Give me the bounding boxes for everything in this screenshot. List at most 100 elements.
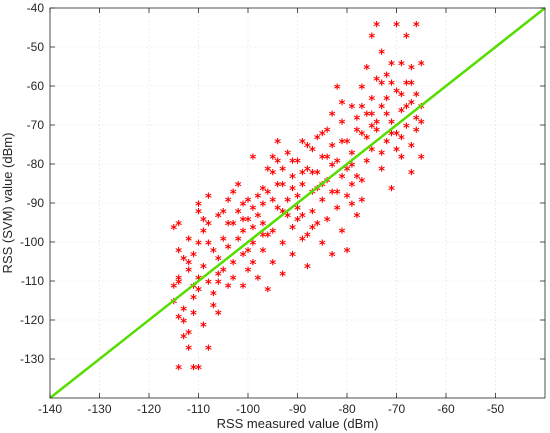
data-point: *	[170, 281, 177, 296]
data-point: *	[383, 94, 390, 109]
data-point: *	[358, 102, 365, 117]
data-point: *	[245, 246, 252, 261]
data-layer: ****************************************…	[49, 7, 546, 399]
data-point: *	[368, 94, 375, 109]
data-point: *	[210, 246, 217, 261]
data-point: *	[388, 59, 395, 74]
data-point: *	[175, 246, 182, 261]
data-point: *	[418, 153, 425, 168]
data-point: *	[279, 180, 286, 195]
data-point: *	[344, 164, 351, 179]
data-point: *	[190, 309, 197, 324]
data-point: *	[264, 164, 271, 179]
data-point: *	[240, 215, 247, 230]
data-point: *	[299, 137, 306, 152]
data-point: *	[294, 157, 301, 172]
data-point: *	[383, 71, 390, 86]
data-point: *	[170, 223, 177, 238]
data-point: *	[319, 180, 326, 195]
data-point: *	[408, 79, 415, 94]
data-point: *	[309, 188, 316, 203]
data-point: *	[289, 184, 296, 199]
data-point: *	[344, 137, 351, 152]
data-point: *	[264, 188, 271, 203]
data-point: *	[373, 20, 380, 35]
data-point: *	[240, 250, 247, 265]
data-point: *	[388, 129, 395, 144]
data-point: *	[195, 207, 202, 222]
data-point: *	[329, 110, 336, 125]
data-point: *	[418, 102, 425, 117]
data-point: *	[200, 320, 207, 335]
data-point: *	[205, 344, 212, 359]
data-point: *	[284, 196, 291, 211]
data-point: *	[314, 219, 321, 234]
y-axis-label: RSS (SVM) value (dBm)	[0, 133, 15, 274]
data-point: *	[225, 281, 232, 296]
data-point: *	[393, 20, 400, 35]
data-point: *	[344, 246, 351, 261]
data-point: *	[269, 227, 276, 242]
data-point: *	[368, 121, 375, 136]
y-tick-label: -120	[20, 313, 44, 327]
data-point: *	[274, 157, 281, 172]
data-point: *	[279, 164, 286, 179]
x-tick-label: -90	[289, 402, 307, 416]
y-tick-label: -90	[27, 196, 45, 210]
data-point: *	[284, 149, 291, 164]
x-tick-label: -60	[437, 402, 455, 416]
data-point: *	[200, 262, 207, 277]
data-point: *	[195, 363, 202, 378]
data-point: *	[245, 215, 252, 230]
data-point: *	[210, 289, 217, 304]
data-point: *	[309, 168, 316, 183]
data-point: *	[334, 157, 341, 172]
data-point: *	[250, 258, 257, 273]
data-point: *	[378, 79, 385, 94]
data-point: *	[175, 274, 182, 289]
data-point: *	[329, 141, 336, 156]
data-point: *	[334, 203, 341, 218]
x-tick-label: -140	[38, 402, 62, 416]
data-point: *	[210, 301, 217, 316]
x-tick-label: -120	[137, 402, 161, 416]
data-point: *	[185, 258, 192, 273]
data-point: *	[408, 63, 415, 78]
data-point: *	[269, 258, 276, 273]
x-axis-label: RSS measured value (dBm)	[217, 416, 379, 431]
data-point: *	[324, 215, 331, 230]
data-point: *	[309, 207, 316, 222]
data-point: *	[413, 114, 420, 129]
x-tick-label: -100	[236, 402, 260, 416]
data-point: *	[358, 129, 365, 144]
data-point: *	[304, 262, 311, 277]
data-point: *	[195, 238, 202, 253]
data-point: *	[294, 192, 301, 207]
data-point: *	[180, 316, 187, 331]
data-point: *	[304, 231, 311, 246]
data-point: *	[299, 211, 306, 226]
data-point: *	[264, 231, 271, 246]
data-point: *	[250, 238, 257, 253]
x-tick-label: -50	[487, 402, 505, 416]
data-point: *	[269, 153, 276, 168]
data-point: *	[180, 332, 187, 347]
data-point: *	[230, 188, 237, 203]
data-point: *	[378, 164, 385, 179]
data-point: *	[259, 246, 266, 261]
data-point: *	[235, 235, 242, 250]
data-point: *	[353, 114, 360, 129]
data-point: *	[195, 285, 202, 300]
data-point: *	[353, 125, 360, 140]
data-point: *	[180, 305, 187, 320]
data-point: *	[250, 153, 257, 168]
data-point: *	[205, 192, 212, 207]
data-point: *	[349, 149, 356, 164]
data-point: *	[175, 219, 182, 234]
data-point: *	[319, 129, 326, 144]
data-point: *	[349, 180, 356, 195]
x-tick-label: -80	[338, 402, 356, 416]
data-point: *	[363, 157, 370, 172]
data-point: *	[408, 141, 415, 156]
data-point: *	[349, 160, 356, 175]
